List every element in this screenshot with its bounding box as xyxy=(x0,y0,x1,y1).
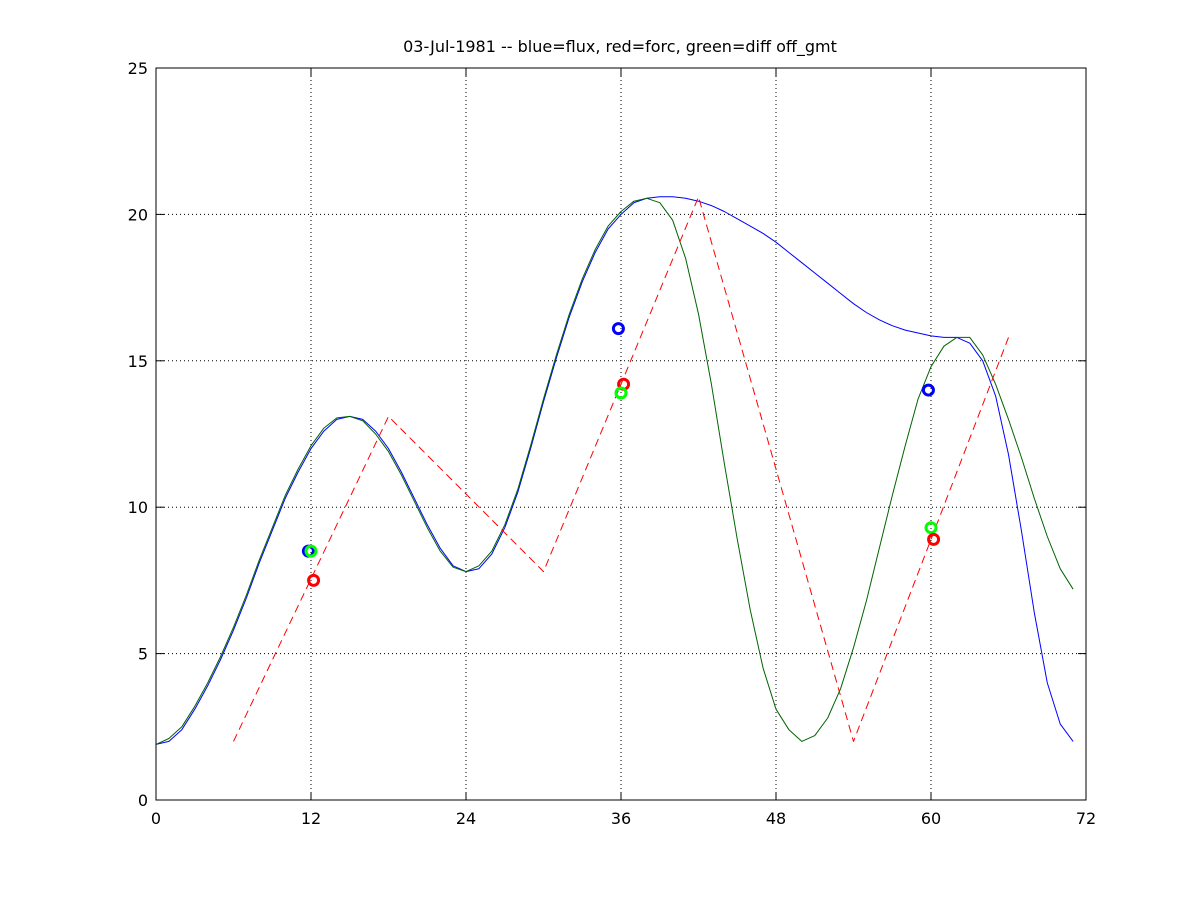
y-tick-label: 15 xyxy=(128,352,148,371)
markers-group xyxy=(301,322,941,587)
red-circle-marker xyxy=(307,573,321,587)
x-tick-label: 0 xyxy=(151,809,161,828)
y-tick-label: 5 xyxy=(138,645,148,664)
x-tick-label: 12 xyxy=(301,809,321,828)
y-tick-label: 0 xyxy=(138,791,148,810)
x-tick-label: 60 xyxy=(921,809,941,828)
red-series-line xyxy=(233,196,1009,742)
axis-ticks: 0 12 24 36 48 60 72 0 5 10 15 20 25 xyxy=(128,59,1097,828)
bright_green-circle-marker xyxy=(924,521,938,535)
red-circle-marker xyxy=(927,532,941,546)
y-tick-label: 25 xyxy=(128,59,148,78)
series-group xyxy=(155,196,1074,745)
blue-circle-marker xyxy=(921,383,935,397)
bright_green-circle-marker xyxy=(614,386,628,400)
bright_green-circle-marker xyxy=(304,544,318,558)
x-tick-label: 48 xyxy=(766,809,786,828)
x-tick-label: 72 xyxy=(1076,809,1096,828)
y-tick-label: 20 xyxy=(128,205,148,224)
y-tick-label: 10 xyxy=(128,498,148,517)
blue-series-line xyxy=(155,196,1074,745)
blue-circle-marker xyxy=(611,322,625,336)
green-series-line xyxy=(155,197,1074,745)
x-tick-label: 36 xyxy=(611,809,631,828)
chart-title: 03-Jul-1981 -- blue=flux, red=forc, gree… xyxy=(403,37,837,57)
x-tick-label: 24 xyxy=(456,809,476,828)
